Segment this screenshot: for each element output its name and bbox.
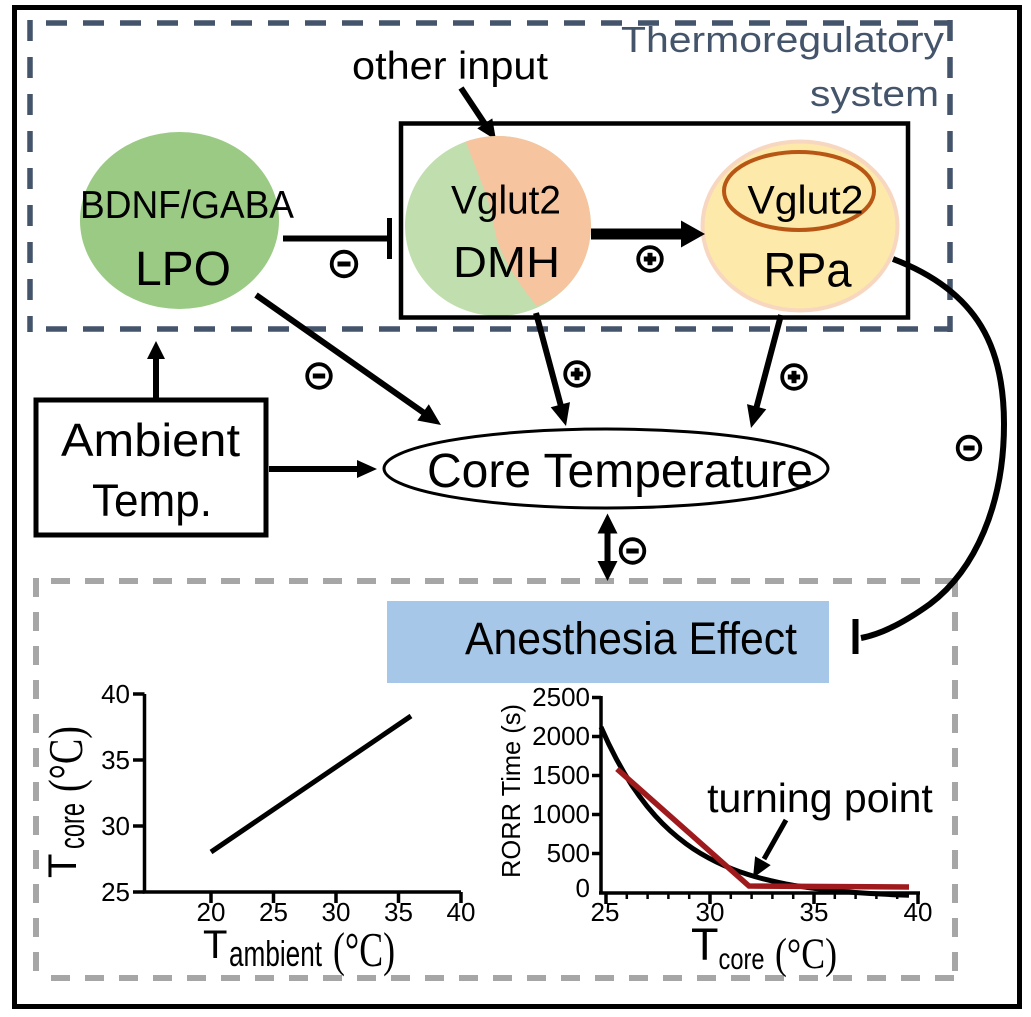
svg-text:LPO: LPO bbox=[135, 243, 231, 296]
svg-text:system: system bbox=[810, 73, 939, 114]
svg-text:40: 40 bbox=[447, 897, 476, 927]
svg-text:30: 30 bbox=[101, 811, 130, 841]
svg-text:35: 35 bbox=[800, 897, 829, 927]
svg-text:Core Temperature: Core Temperature bbox=[427, 445, 813, 498]
svg-text:2000: 2000 bbox=[532, 721, 590, 751]
svg-text:(°C): (°C) bbox=[38, 726, 93, 792]
svg-text:Thermoregulatory: Thermoregulatory bbox=[621, 19, 944, 60]
svg-text:1500: 1500 bbox=[532, 760, 590, 790]
svg-text:40: 40 bbox=[904, 897, 933, 927]
svg-text:Anesthesia Effect: Anesthesia Effect bbox=[465, 613, 797, 664]
svg-text:core: core bbox=[719, 943, 765, 976]
svg-text:T: T bbox=[41, 854, 85, 878]
svg-text:(°C): (°C) bbox=[775, 931, 837, 978]
svg-text:35: 35 bbox=[101, 745, 130, 775]
svg-text:30: 30 bbox=[696, 897, 725, 927]
svg-text:20: 20 bbox=[197, 897, 226, 927]
svg-text:turning point: turning point bbox=[707, 775, 933, 821]
svg-text:RPa: RPa bbox=[764, 245, 852, 298]
svg-text:30: 30 bbox=[322, 897, 351, 927]
svg-text:T: T bbox=[691, 919, 719, 970]
svg-text:25: 25 bbox=[101, 877, 130, 907]
svg-text:T: T bbox=[203, 923, 227, 967]
svg-text:core: core bbox=[51, 803, 92, 849]
svg-text:Vglut2: Vglut2 bbox=[451, 179, 561, 223]
svg-text:0: 0 bbox=[576, 873, 590, 903]
svg-text:(°C): (°C) bbox=[333, 922, 395, 977]
svg-text:ambient: ambient bbox=[229, 933, 322, 974]
svg-text:Ambient: Ambient bbox=[61, 414, 240, 466]
svg-text:25: 25 bbox=[259, 897, 288, 927]
svg-text:2500: 2500 bbox=[532, 682, 590, 712]
svg-text:500: 500 bbox=[547, 838, 590, 868]
svg-text:Temp.: Temp. bbox=[92, 475, 212, 526]
svg-text:BDNF/GABA: BDNF/GABA bbox=[80, 184, 294, 227]
svg-text:25: 25 bbox=[591, 897, 620, 927]
svg-text:Vglut2: Vglut2 bbox=[748, 179, 864, 223]
svg-text:40: 40 bbox=[101, 679, 130, 709]
svg-text:DMH: DMH bbox=[453, 238, 560, 287]
svg-text:35: 35 bbox=[384, 897, 413, 927]
svg-text:1000: 1000 bbox=[532, 799, 590, 829]
svg-text:RORR Time (s): RORR Time (s) bbox=[496, 704, 526, 878]
svg-text:other input: other input bbox=[352, 45, 548, 88]
